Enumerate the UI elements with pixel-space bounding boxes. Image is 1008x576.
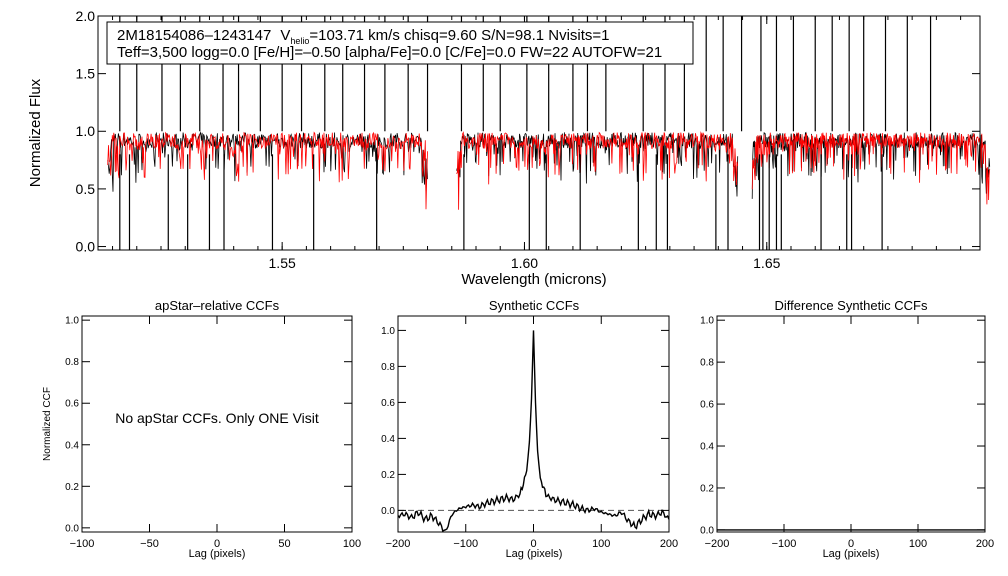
apstar-ticks: −100 −50 0 50 100 0.0 0.2 0.4 0.6 0.8 1.0 — [65, 316, 361, 550]
model-chip-1 — [107, 131, 428, 210]
spectrum-ylabel: Normalized Flux — [27, 78, 44, 187]
apstar-ytick-label: 0.8 — [65, 357, 79, 368]
spectrum-xtick-label: 1.60 — [511, 255, 538, 271]
apstar-ytick-label: 1.0 — [65, 316, 79, 327]
difference-ytick-label: 0.4 — [700, 442, 714, 453]
difference-frame — [716, 315, 986, 533]
apstar-xtick-label: 0 — [214, 538, 220, 550]
synthetic-xtick-label: 100 — [592, 538, 610, 550]
spectrum-ytick-label: 0.0 — [76, 238, 96, 254]
spectrum-ytick-label: 0.5 — [76, 181, 96, 197]
synthetic-ccf-traces — [397, 330, 670, 532]
difference-title: Difference Synthetic CCFs — [775, 298, 928, 313]
difference-ticks: −200 −100 0 100 200 0.0 0.2 0.4 0.6 0.8 1.0 — [700, 316, 994, 550]
apstar-xtick-label: −100 — [70, 538, 95, 550]
spectrum-panel: 1.55 1.60 1.65 0.0 0.5 1.0 1.5 2.0 Normalized F… — [27, 8, 991, 288]
synthetic-ytick-label: 0.4 — [381, 434, 395, 445]
difference-ytick-label: 0.0 — [700, 525, 714, 536]
model-chip-2 — [456, 131, 739, 210]
synthetic-ytick-label: 0.0 — [381, 506, 395, 517]
apstar-ytick-label: 0.4 — [65, 440, 79, 451]
difference-xtick-label: −100 — [772, 538, 797, 550]
spectrum-xtick-label: 1.55 — [269, 255, 296, 271]
spectrum-frame — [97, 15, 981, 251]
apstar-ytick-label: 0.6 — [65, 399, 79, 410]
observed-chip-2 — [456, 131, 739, 197]
synthetic-xlabel: Lag (pixels) — [506, 548, 563, 560]
spectrum-ytick-label: 1.0 — [76, 123, 96, 139]
synthetic-ytick-label: 1.0 — [381, 326, 395, 337]
model-chip-3 — [751, 132, 991, 205]
difference-ytick-label: 0.8 — [700, 358, 714, 369]
difference-ytick-label: 0.2 — [700, 483, 714, 494]
spectrum-ticks: 1.55 1.60 1.65 0.0 0.5 1.0 1.5 2.0 — [76, 8, 980, 271]
apstar-ylabel: Normalized CCF — [42, 387, 53, 461]
difference-xtick-label: 100 — [909, 538, 927, 550]
spectrum-ytick-label: 2.0 — [76, 8, 96, 24]
synthetic-xtick-label: 200 — [660, 538, 678, 550]
synthetic-ytick-label: 0.8 — [381, 362, 395, 373]
info-line-1: 2M18154086–1243147 Vhelio=103.71 km/s chi… — [117, 27, 610, 46]
synthetic-ytick-label: 0.2 — [381, 470, 395, 481]
difference-xtick-label: 200 — [976, 538, 994, 550]
difference-xlabel: Lag (pixels) — [823, 548, 880, 560]
ccf-line — [397, 330, 670, 532]
apstar-xtick-label: 100 — [343, 538, 361, 550]
synthetic-ytick-label: 0.6 — [381, 398, 395, 409]
synthetic-ccf-panel: −200 −100 0 100 200 0.0 0.2 0.4 0.6 0.8 1.0 Synthe… — [381, 298, 678, 560]
synthetic-title: Synthetic CCFs — [489, 298, 580, 313]
apstar-title: apStar–relative CCFs — [155, 298, 280, 313]
difference-ytick-label: 1.0 — [700, 316, 714, 327]
difference-xtick-label: −200 — [705, 538, 730, 550]
apstar-ytick-label: 0.0 — [65, 523, 79, 534]
synthetic-xtick-label: −200 — [386, 538, 411, 550]
apstar-xtick-label: −50 — [140, 538, 159, 550]
info-line-2: Teff=3,500 logg=0.0 [Fe/H]=–0.50 [alpha/… — [117, 44, 662, 61]
difference-ccf-panel: −200 −100 0 100 200 0.0 0.2 0.4 0.6 0.8 1.0 Differ… — [700, 298, 994, 560]
difference-ytick-label: 0.6 — [700, 400, 714, 411]
synthetic-xtick-label: 0 — [530, 538, 536, 550]
spectrum-xlabel: Wavelength (microns) — [461, 271, 606, 288]
spectrum-ytick-label: 1.5 — [76, 66, 96, 82]
apstar-xtick-label: 50 — [278, 538, 290, 550]
spectrum-xtick-label: 1.65 — [753, 255, 780, 271]
apstar-ytick-label: 0.2 — [65, 482, 79, 493]
synthetic-xtick-label: −100 — [453, 538, 478, 550]
difference-xtick-label: 0 — [848, 538, 854, 550]
info-box — [106, 21, 694, 65]
apstar-xlabel: Lag (pixels) — [189, 548, 246, 560]
apstar-note: No apStar CCFs. Only ONE Visit — [115, 410, 319, 426]
synthetic-ticks: −200 −100 0 100 200 0.0 0.2 0.4 0.6 0.8 1.0 — [381, 316, 678, 550]
apstar-ccf-panel: −100 −50 0 50 100 0.0 0.2 0.4 0.6 0.8 1.0 apStar–r… — [42, 298, 361, 560]
